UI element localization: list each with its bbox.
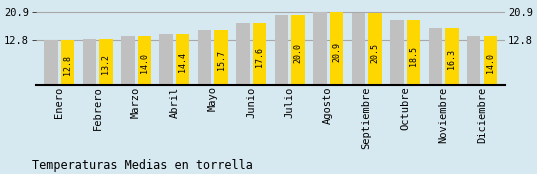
Bar xyxy=(467,36,481,85)
Text: 20.5: 20.5 xyxy=(371,43,380,63)
Bar xyxy=(176,34,190,85)
Bar xyxy=(99,39,113,85)
Bar xyxy=(236,23,250,85)
Text: 16.3: 16.3 xyxy=(447,49,456,69)
Bar xyxy=(159,34,173,85)
Bar xyxy=(275,15,288,85)
Bar xyxy=(137,36,151,85)
Text: 18.5: 18.5 xyxy=(409,46,418,66)
Text: 15.7: 15.7 xyxy=(217,50,226,70)
Text: 13.2: 13.2 xyxy=(101,54,111,74)
Bar xyxy=(313,11,326,85)
Bar xyxy=(121,36,134,85)
Bar xyxy=(352,13,365,85)
Text: 20.9: 20.9 xyxy=(332,42,341,62)
Bar xyxy=(214,30,228,85)
Bar xyxy=(330,11,343,85)
Bar xyxy=(253,23,266,85)
Bar xyxy=(198,30,212,85)
Bar xyxy=(83,39,96,85)
Bar xyxy=(368,13,382,85)
Text: 17.6: 17.6 xyxy=(255,47,264,67)
Bar xyxy=(44,40,57,85)
Bar xyxy=(390,20,404,85)
Text: 14.0: 14.0 xyxy=(486,53,495,73)
Bar xyxy=(292,15,305,85)
Text: 14.4: 14.4 xyxy=(178,52,187,72)
Bar xyxy=(445,28,459,85)
Bar xyxy=(61,40,74,85)
Text: 12.8: 12.8 xyxy=(63,55,72,75)
Bar xyxy=(407,20,420,85)
Bar xyxy=(429,28,442,85)
Text: 14.0: 14.0 xyxy=(140,53,149,73)
Text: 20.0: 20.0 xyxy=(294,43,302,63)
Text: Temperaturas Medias en torrella: Temperaturas Medias en torrella xyxy=(32,159,253,172)
Bar xyxy=(483,36,497,85)
